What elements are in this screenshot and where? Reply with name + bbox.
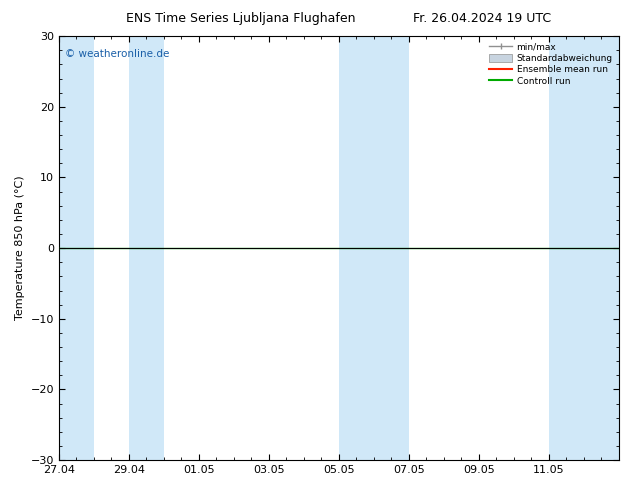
Text: Fr. 26.04.2024 19 UTC: Fr. 26.04.2024 19 UTC: [413, 12, 551, 25]
Bar: [339, 36, 374, 460]
Bar: [129, 36, 164, 460]
Legend: min/max, Standardabweichung, Ensemble mean run, Controll run: min/max, Standardabweichung, Ensemble me…: [488, 41, 614, 88]
Bar: [584, 36, 619, 460]
Y-axis label: Temperature 850 hPa (°C): Temperature 850 hPa (°C): [15, 176, 25, 320]
Text: © weatheronline.de: © weatheronline.de: [65, 49, 169, 59]
Bar: [374, 36, 409, 460]
Bar: [59, 36, 94, 460]
Bar: [549, 36, 584, 460]
Text: ENS Time Series Ljubljana Flughafen: ENS Time Series Ljubljana Flughafen: [126, 12, 356, 25]
